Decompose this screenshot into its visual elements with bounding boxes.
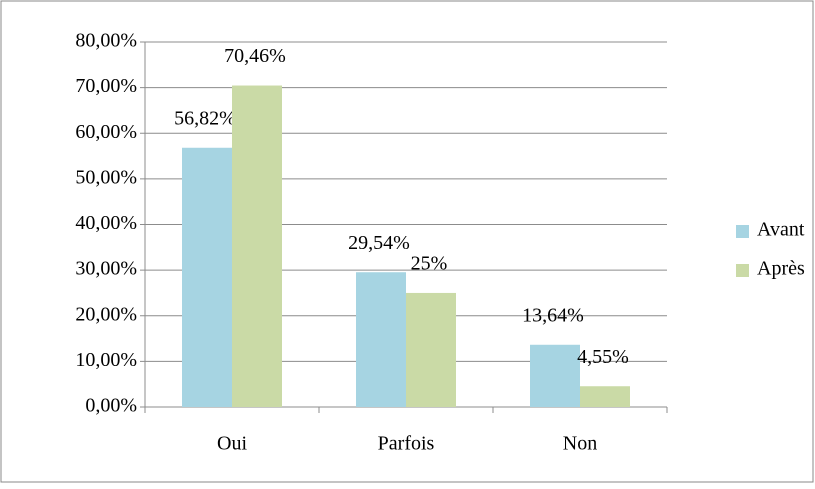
y-tick-label: 70,00% — [75, 75, 137, 97]
legend-label: Après — [757, 258, 805, 280]
x-tick-label: Oui — [217, 433, 247, 455]
y-tick-label: 30,00% — [75, 258, 137, 280]
y-tick-label: 80,00% — [75, 30, 137, 52]
bar — [182, 147, 232, 408]
y-tick-label: 60,00% — [75, 121, 137, 143]
legend-label: Avant — [757, 219, 805, 241]
value-label: 29,54% — [348, 232, 410, 254]
value-label: 56,82% — [174, 107, 236, 129]
value-label: 13,64% — [522, 304, 584, 326]
bar — [580, 386, 630, 407]
x-tick-label: Non — [563, 433, 597, 455]
y-tick-label: 20,00% — [75, 303, 137, 325]
x-tick-label: Parfois — [378, 433, 435, 455]
legend-swatch — [736, 225, 749, 238]
bar — [530, 344, 580, 407]
bar — [406, 292, 456, 407]
y-tick-label: 50,00% — [75, 166, 137, 188]
legend-swatch — [736, 264, 749, 277]
y-tick-label: 10,00% — [75, 349, 137, 371]
y-tick-label: 0,00% — [85, 395, 137, 417]
value-label: 70,46% — [224, 45, 286, 67]
bar — [356, 272, 406, 407]
value-label: 4,55% — [577, 346, 629, 368]
bar — [232, 85, 282, 408]
value-label: 25% — [411, 253, 448, 275]
y-tick-label: 40,00% — [75, 212, 137, 234]
